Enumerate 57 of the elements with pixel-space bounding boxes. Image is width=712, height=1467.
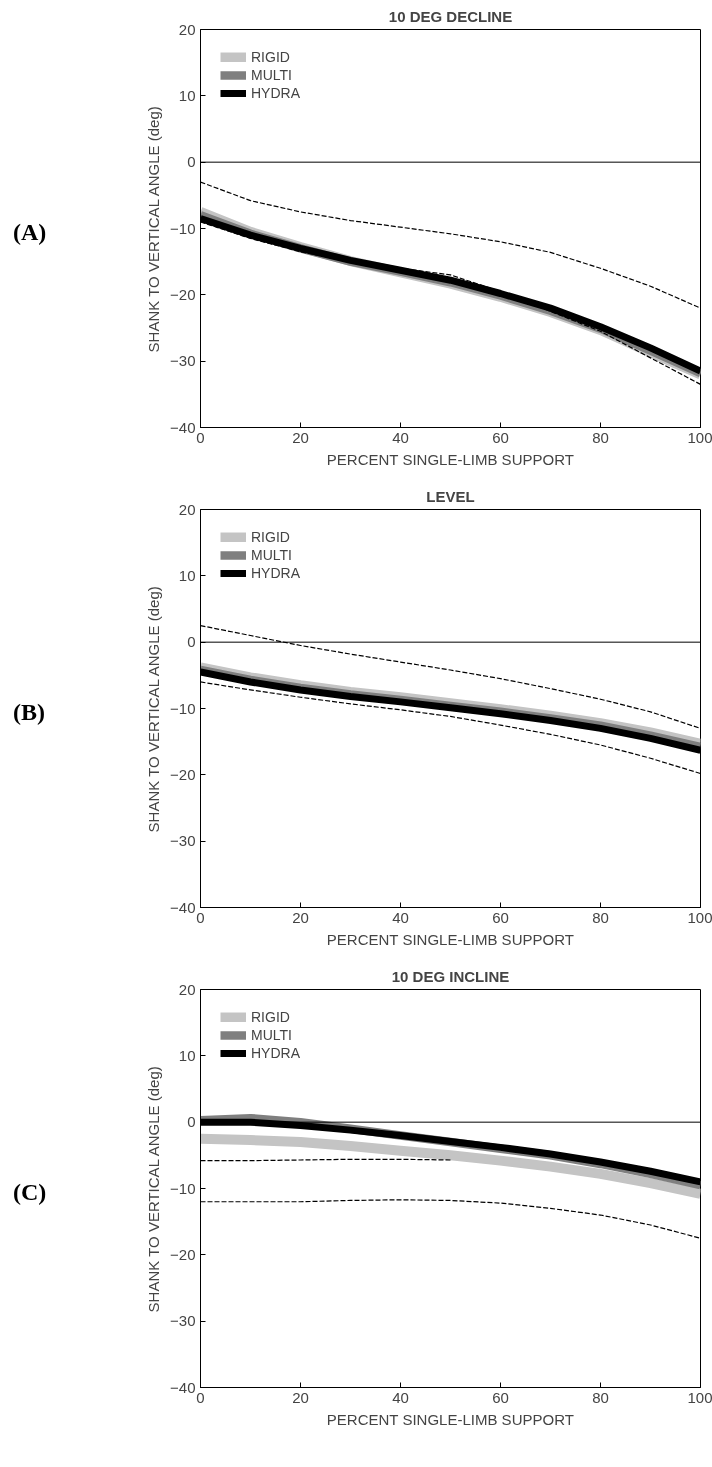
x-tick-label: 60 xyxy=(492,428,509,446)
legend-label: HYDRA xyxy=(251,1045,301,1061)
legend-label: MULTI xyxy=(251,1027,292,1043)
y-tick-label: −10 xyxy=(170,219,196,237)
x-tick-label: 80 xyxy=(592,428,609,446)
text: (C) xyxy=(13,1178,47,1207)
y-tick-label: 0 xyxy=(187,153,196,171)
y-tick-label: −40 xyxy=(170,898,196,916)
y-tick-label: −30 xyxy=(170,832,196,850)
y-tick-label: −40 xyxy=(170,1378,196,1396)
y-tick-label: −20 xyxy=(170,285,196,303)
text: (A) xyxy=(13,218,47,247)
y-tick-label: 20 xyxy=(178,20,196,38)
x-axis-title: PERCENT SINGLE-LIMB SUPPORT xyxy=(326,450,574,468)
x-tick-label: 60 xyxy=(492,908,509,926)
y-tick-label: −10 xyxy=(170,699,196,717)
legend-label: HYDRA xyxy=(251,85,301,101)
legend-label: RIGID xyxy=(251,49,290,65)
x-tick-label: 60 xyxy=(492,1388,509,1406)
legend-label: HYDRA xyxy=(251,565,301,581)
x-axis-title: PERCENT SINGLE-LIMB SUPPORT xyxy=(326,930,574,948)
x-tick-label: 100 xyxy=(687,908,712,926)
x-tick-label: 80 xyxy=(592,908,609,926)
y-tick-label: 20 xyxy=(178,980,196,998)
legend-label: MULTI xyxy=(251,67,292,83)
y-tick-label: 20 xyxy=(178,500,196,518)
y-tick-label: −20 xyxy=(170,1245,196,1263)
x-tick-label: 20 xyxy=(292,908,309,926)
y-tick-label: 0 xyxy=(187,633,196,651)
y-tick-label: 0 xyxy=(187,1113,196,1131)
y-tick-label: −30 xyxy=(170,1312,196,1330)
x-tick-label: 100 xyxy=(687,1388,712,1406)
chart-title: 10 DEG DECLINE xyxy=(388,7,513,25)
y-tick-label: −30 xyxy=(170,352,196,370)
chart-title: LEVEL xyxy=(426,487,475,505)
x-tick-label: 20 xyxy=(292,1388,309,1406)
legend-label: RIGID xyxy=(251,529,290,545)
x-tick-label: 80 xyxy=(592,1388,609,1406)
x-axis-title: PERCENT SINGLE-LIMB SUPPORT xyxy=(326,1410,574,1428)
y-axis-title: SHANK TO VERTICAL ANGLE (deg) xyxy=(145,1066,163,1313)
x-tick-label: 100 xyxy=(687,428,712,446)
chart-title: 10 DEG INCLINE xyxy=(391,967,510,985)
text: (B) xyxy=(13,698,45,727)
legend-label: MULTI xyxy=(251,547,292,563)
x-tick-label: 40 xyxy=(392,428,409,446)
y-tick-label: 10 xyxy=(178,86,196,104)
x-tick-label: 20 xyxy=(292,428,309,446)
x-tick-label: 40 xyxy=(392,908,409,926)
x-tick-label: 40 xyxy=(392,1388,409,1406)
y-tick-label: 10 xyxy=(178,1046,196,1064)
y-tick-label: −10 xyxy=(170,1179,196,1197)
y-axis-title: SHANK TO VERTICAL ANGLE (deg) xyxy=(145,106,163,353)
y-tick-label: 10 xyxy=(178,566,196,584)
y-tick-label: −40 xyxy=(170,418,196,436)
y-tick-label: −20 xyxy=(170,765,196,783)
y-axis-title: SHANK TO VERTICAL ANGLE (deg) xyxy=(145,586,163,833)
legend-label: RIGID xyxy=(251,1009,290,1025)
